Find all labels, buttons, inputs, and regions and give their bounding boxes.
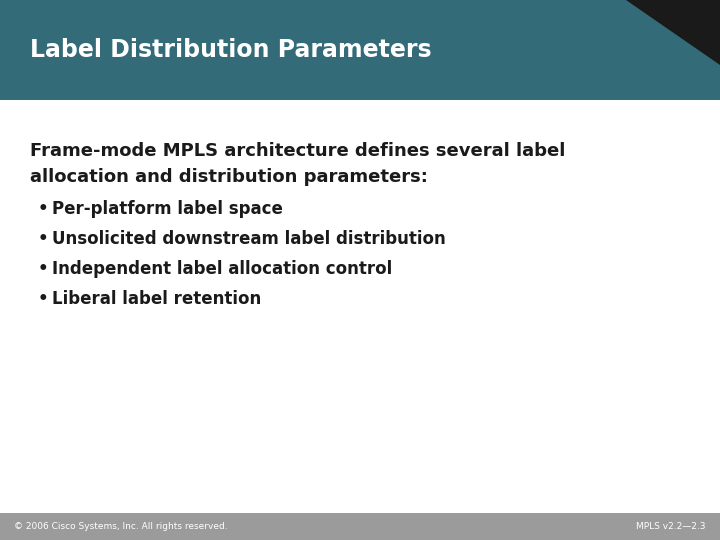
Text: Liberal label retention: Liberal label retention (52, 290, 261, 308)
Text: © 2006 Cisco Systems, Inc. All rights reserved.: © 2006 Cisco Systems, Inc. All rights re… (14, 522, 228, 531)
Bar (0, 513, 720, 540)
Text: Per-platform label space: Per-platform label space (52, 200, 283, 218)
Text: •: • (38, 290, 49, 308)
Text: •: • (38, 200, 49, 218)
Text: •: • (38, 230, 49, 248)
Text: Frame-mode MPLS architecture defines several label: Frame-mode MPLS architecture defines sev… (30, 142, 565, 160)
Text: allocation and distribution parameters:: allocation and distribution parameters: (30, 168, 428, 186)
Bar (0, 0, 720, 100)
Polygon shape (626, 0, 720, 65)
Text: Independent label allocation control: Independent label allocation control (52, 260, 392, 278)
Text: •: • (38, 260, 49, 278)
Text: MPLS v2.2—2.3: MPLS v2.2—2.3 (636, 522, 706, 531)
Text: Unsolicited downstream label distribution: Unsolicited downstream label distributio… (52, 230, 446, 248)
Text: Label Distribution Parameters: Label Distribution Parameters (30, 38, 431, 62)
